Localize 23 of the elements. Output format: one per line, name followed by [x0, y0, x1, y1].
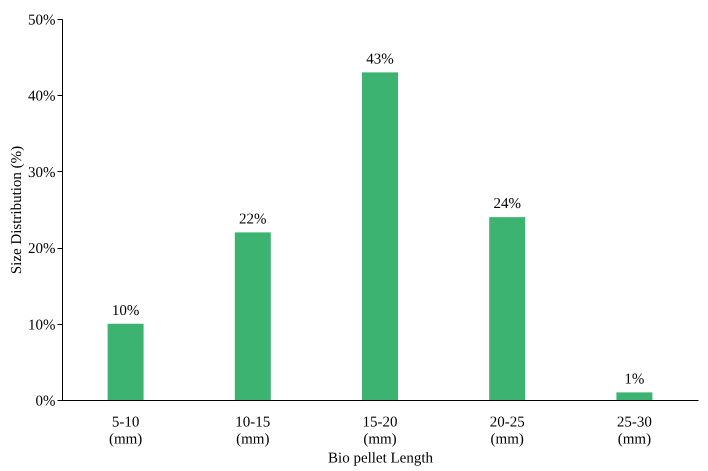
bar	[616, 392, 652, 400]
x-tick-label: 15-20 (mm)	[362, 414, 398, 448]
bar	[489, 217, 526, 400]
x-tick-label: 20-25 (mm)	[490, 414, 525, 448]
y-tick-label: 50%	[28, 12, 56, 28]
data-label: 24%	[493, 196, 521, 212]
bar	[362, 72, 398, 400]
y-tick-label: 20%	[28, 241, 56, 258]
y-tick-label: 40%	[28, 88, 56, 105]
data-label: 1%	[624, 371, 644, 388]
y-tick-label: 10%	[28, 317, 56, 334]
y-tick-label: 30%	[28, 164, 56, 181]
y-tick-label: 0%	[36, 394, 56, 410]
data-label: 10%	[112, 302, 140, 319]
y-axis-title: Size Distribution (%)	[9, 146, 26, 274]
bar	[234, 232, 271, 400]
x-tick-label: 5-10 (mm)	[108, 414, 142, 448]
bar	[108, 324, 144, 400]
data-label: 22%	[239, 211, 267, 228]
x-tick-label: 10-15 (mm)	[235, 414, 270, 448]
data-label: 43%	[366, 51, 394, 68]
x-axis-title: Bio pellet Length	[328, 450, 434, 466]
x-tick-label: 25-30 (mm)	[616, 414, 652, 448]
